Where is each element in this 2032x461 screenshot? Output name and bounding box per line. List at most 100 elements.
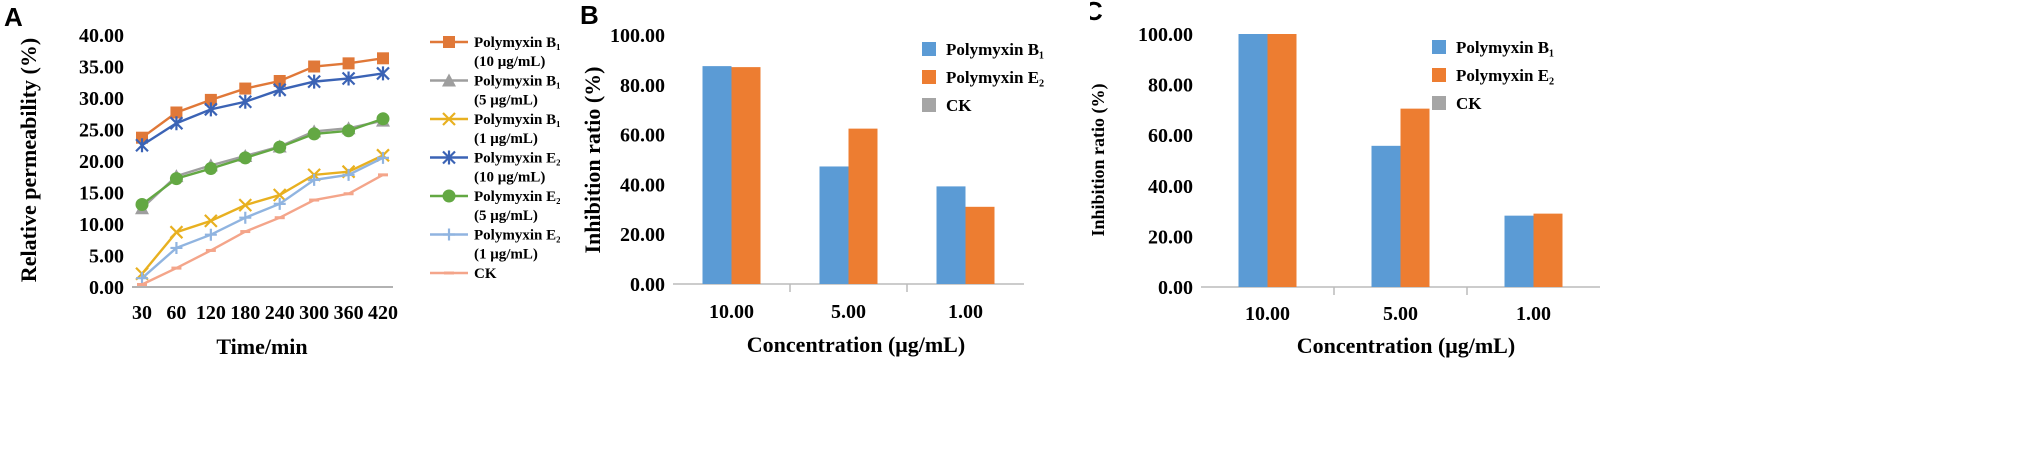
legend-entry: Polymyxin B₁ (1 μg/mL) [430, 112, 560, 147]
legend-label: CK [474, 266, 497, 282]
legend-entry: Polymyxin B₁ [922, 40, 1044, 59]
x-tick-label: 10.00 [709, 301, 754, 323]
data-point [204, 162, 218, 176]
x-axis-title: Time/min [216, 334, 307, 359]
x-tick-label: 5.00 [1383, 303, 1418, 325]
data-point [308, 60, 321, 73]
x-tick-label: 1.00 [948, 301, 983, 323]
y-tick-label: 0.00 [630, 274, 665, 296]
legend-swatch [922, 98, 936, 112]
chart-a: A 0.00 5.00 10.00 15.00 20.00 25.00 30.00 35.00… [4, 2, 560, 359]
data-point [238, 151, 252, 165]
legend-entry: Polymyxin E₂ (5 μg/mL) [430, 189, 560, 224]
data-point [342, 124, 356, 138]
legend: Polymyxin B₁ Polymyxin E₂ CK [1432, 38, 1554, 113]
data-point [204, 214, 218, 228]
x-axis-title: Concentration (μg/mL) [747, 332, 965, 357]
y-tick-label: 60.00 [1148, 125, 1193, 147]
legend-label: Polymyxin B₁ [1456, 38, 1554, 57]
bar [702, 66, 732, 284]
legend-sublabel: (5 μg/mL) [474, 208, 538, 224]
series-path [141, 72, 384, 147]
legend-swatch [922, 70, 936, 84]
data-point [273, 197, 286, 210]
y-tick-label: 20.00 [79, 151, 124, 173]
legend-sublabel: (10 μg/mL) [474, 54, 545, 70]
panel-label-a: A [4, 2, 23, 32]
x-tick-label: 10.00 [1245, 303, 1290, 325]
x-tick-label: 180 [230, 302, 260, 324]
y-tick-label: 80.00 [1148, 75, 1193, 97]
series-line-4 [135, 112, 390, 211]
data-point [136, 131, 148, 144]
legend-entry: CK [430, 266, 497, 282]
series-line-5 [136, 151, 389, 285]
legend-sublabel: (1 μg/mL) [474, 131, 538, 147]
data-point [136, 272, 148, 285]
legend-entry: Polymyxin E₂ [922, 68, 1044, 87]
data-point [376, 112, 390, 126]
series-line-6 [137, 173, 388, 286]
data-point [272, 188, 287, 202]
legend-label: Polymyxin E₂ [474, 151, 560, 167]
data-point [169, 172, 183, 186]
data-point [239, 82, 252, 95]
data-point [204, 102, 218, 117]
legend-marker [443, 36, 455, 48]
legend-entry: Polymyxin B₁ [1432, 38, 1554, 57]
panel-label-c: C [1090, 0, 1103, 26]
y-tick-label: 40.00 [79, 25, 124, 47]
data-point [307, 74, 321, 89]
bar [731, 67, 761, 284]
legend-entry: Polymyxin E₂ [1432, 66, 1554, 85]
data-point [272, 82, 287, 97]
data-point [341, 71, 356, 86]
legend-entry: CK [922, 96, 972, 115]
x-tick-label: 60 [166, 302, 186, 324]
data-point [239, 211, 252, 224]
bar [936, 186, 966, 284]
legend: Polymyxin B₁ (10 μg/mL) Polymyxin B₁ (5 μg/… [430, 35, 560, 282]
y-tick-label: 40.00 [620, 174, 665, 196]
legend-marker [442, 189, 456, 203]
data-point [342, 57, 355, 70]
legend-label: CK [1456, 94, 1482, 113]
data-point [238, 94, 253, 109]
x-tick-label: 360 [334, 302, 364, 324]
legend-label: Polymyxin E₂ [474, 228, 560, 244]
legend-label: Polymyxin B₁ [946, 40, 1044, 59]
y-tick-label: 25.00 [79, 120, 124, 142]
data-point [376, 66, 390, 81]
y-tick-label: 10.00 [79, 214, 124, 236]
series-line-2 [135, 148, 390, 281]
chart-b: B 0.00 20.00 40.00 60.00 80.00 100.00 10.00 5.0… [580, 0, 1044, 357]
x-tick-label: 30 [132, 302, 152, 324]
legend-swatch [1432, 68, 1446, 82]
legend-entry: Polymyxin E₂ (10 μg/mL) [430, 150, 560, 186]
x-axis-title: Concentration (μg/mL) [1297, 333, 1515, 358]
data-point [204, 228, 217, 241]
legend-label: Polymyxin E₂ [474, 189, 560, 205]
y-tick-label: 20.00 [1148, 226, 1193, 248]
data-point [135, 197, 149, 211]
y-tick-label: 15.00 [79, 183, 124, 205]
data-point [204, 93, 217, 106]
bar [1238, 34, 1268, 287]
panel-label-b: B [580, 0, 599, 30]
bar [965, 206, 995, 284]
y-tick-label: 30.00 [79, 88, 124, 110]
bar [819, 166, 849, 284]
data-point [238, 198, 253, 212]
y-tick-label: 20.00 [620, 224, 665, 246]
data-point [377, 151, 389, 164]
legend-entry: Polymyxin B₁ (5 μg/mL) [430, 73, 560, 109]
legend-marker [442, 73, 456, 87]
legend-swatch [1432, 96, 1446, 110]
bar [848, 128, 878, 284]
legend-swatch [1432, 40, 1446, 54]
bar [1267, 34, 1297, 287]
legend-entry: Polymyxin B₁ (10 μg/mL) [430, 35, 560, 70]
legend-marker [443, 228, 455, 241]
chart-c: C 0.00 20.00 40.00 60.00 80.00 100.00 10.00 5.0… [1090, 0, 1600, 358]
y-tick-label: 80.00 [620, 75, 665, 97]
